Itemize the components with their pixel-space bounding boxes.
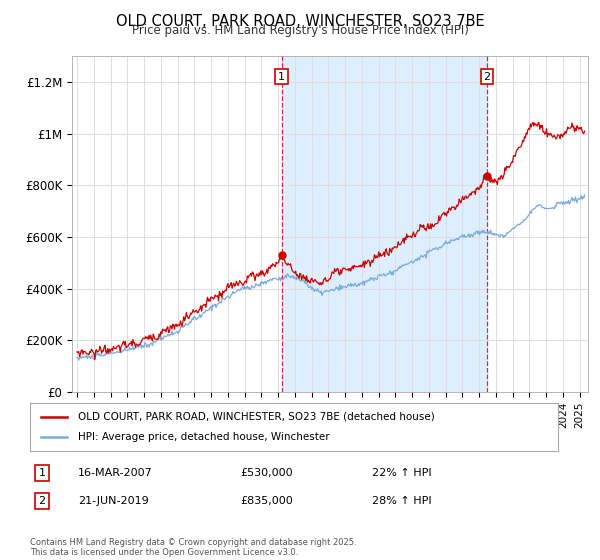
Text: 22% ↑ HPI: 22% ↑ HPI: [372, 468, 431, 478]
Text: Contains HM Land Registry data © Crown copyright and database right 2025.
This d: Contains HM Land Registry data © Crown c…: [30, 538, 356, 557]
Text: 1: 1: [278, 72, 285, 82]
Bar: [281, 56, 487, 392]
Text: HPI: Average price, detached house, Winchester: HPI: Average price, detached house, Winc…: [77, 432, 329, 442]
Text: OLD COURT, PARK ROAD, WINCHESTER, SO23 7BE (detached house): OLD COURT, PARK ROAD, WINCHESTER, SO23 7…: [77, 412, 434, 422]
Text: 21-JUN-2019: 21-JUN-2019: [78, 496, 149, 506]
Text: 2: 2: [484, 72, 491, 82]
Text: 16-MAR-2007: 16-MAR-2007: [78, 468, 153, 478]
Text: Price paid vs. HM Land Registry's House Price Index (HPI): Price paid vs. HM Land Registry's House …: [131, 24, 469, 37]
Text: 28% ↑ HPI: 28% ↑ HPI: [372, 496, 431, 506]
Text: 2: 2: [38, 496, 46, 506]
Text: £530,000: £530,000: [240, 468, 293, 478]
Text: OLD COURT, PARK ROAD, WINCHESTER, SO23 7BE: OLD COURT, PARK ROAD, WINCHESTER, SO23 7…: [116, 14, 484, 29]
Text: 1: 1: [38, 468, 46, 478]
Text: £835,000: £835,000: [240, 496, 293, 506]
